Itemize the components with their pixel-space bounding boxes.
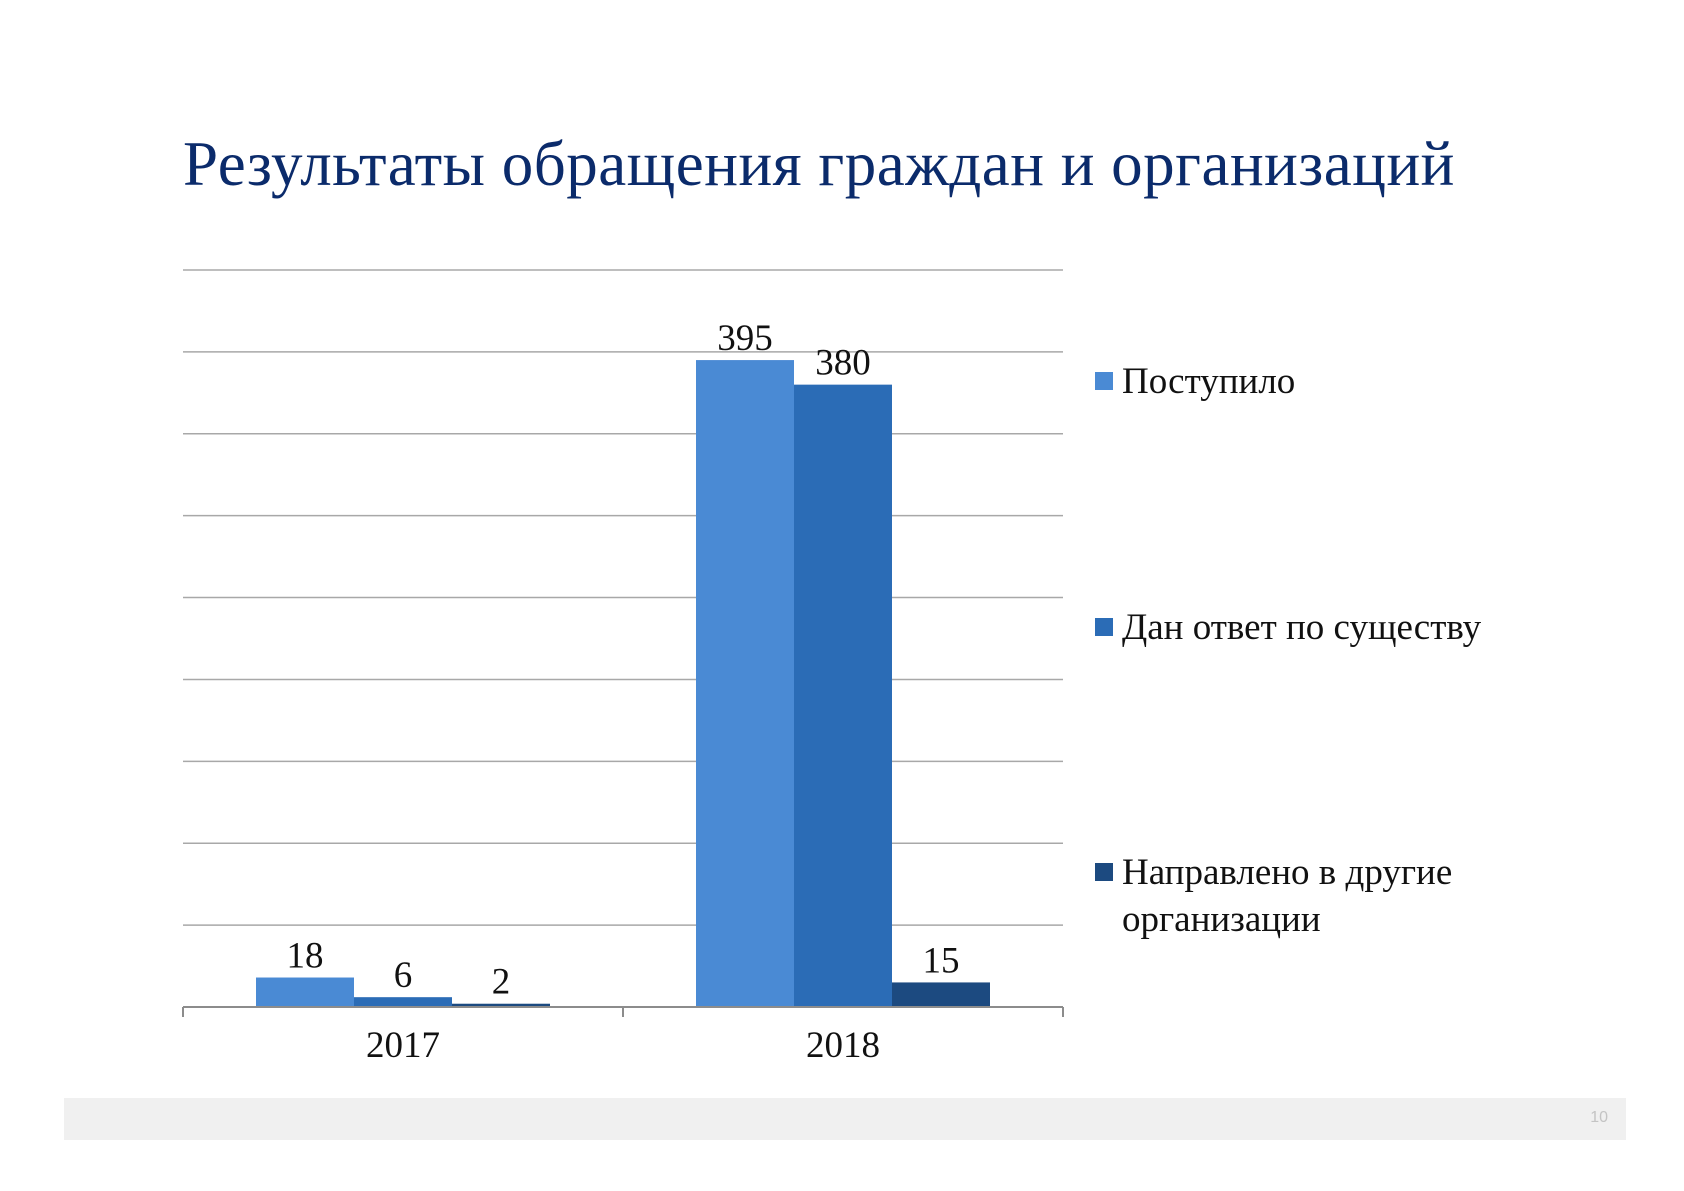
legend-swatch: [1095, 863, 1113, 881]
data-label: 18: [287, 936, 324, 977]
legend-label: Направлено в другие организации: [1122, 852, 1453, 940]
page-number: 10: [1590, 1109, 1608, 1126]
legend-label: Поступило: [1122, 361, 1296, 402]
slide-title: Результаты обращения граждан и организац…: [183, 129, 1455, 199]
bar: [794, 384, 892, 1008]
legend-swatch: [1095, 618, 1113, 636]
chart-legend: Поступило Дан ответ по существу Направле…: [1095, 0, 1655, 1191]
data-labels: 18 6 2 395 380 15: [287, 318, 960, 1003]
data-label: 2: [492, 962, 511, 1003]
gridlines: [183, 269, 1063, 926]
bar: [452, 1003, 550, 1007]
data-label: 380: [815, 343, 871, 384]
data-label: 6: [394, 955, 413, 996]
legend-swatch: [1095, 372, 1113, 390]
bar: [256, 977, 354, 1007]
x-axis: 2017 2018: [182, 1006, 1064, 1066]
data-label: 395: [717, 318, 773, 359]
data-label: 15: [923, 940, 960, 981]
bar: [892, 982, 990, 1007]
legend-item-answered: Дан ответ по существу: [1095, 604, 1481, 651]
bar: [354, 997, 452, 1007]
legend-label: Дан ответ по существу: [1122, 607, 1482, 648]
bar: [696, 360, 794, 1008]
legend-item-received: Поступило: [1095, 358, 1295, 405]
bars: [256, 360, 990, 1008]
x-tick-label: 2018: [806, 1025, 880, 1066]
footer-bar: 10: [64, 1098, 1626, 1140]
legend-item-forwarded: Направлено в другие организации: [1095, 849, 1552, 943]
x-tick-label: 2017: [366, 1025, 440, 1066]
